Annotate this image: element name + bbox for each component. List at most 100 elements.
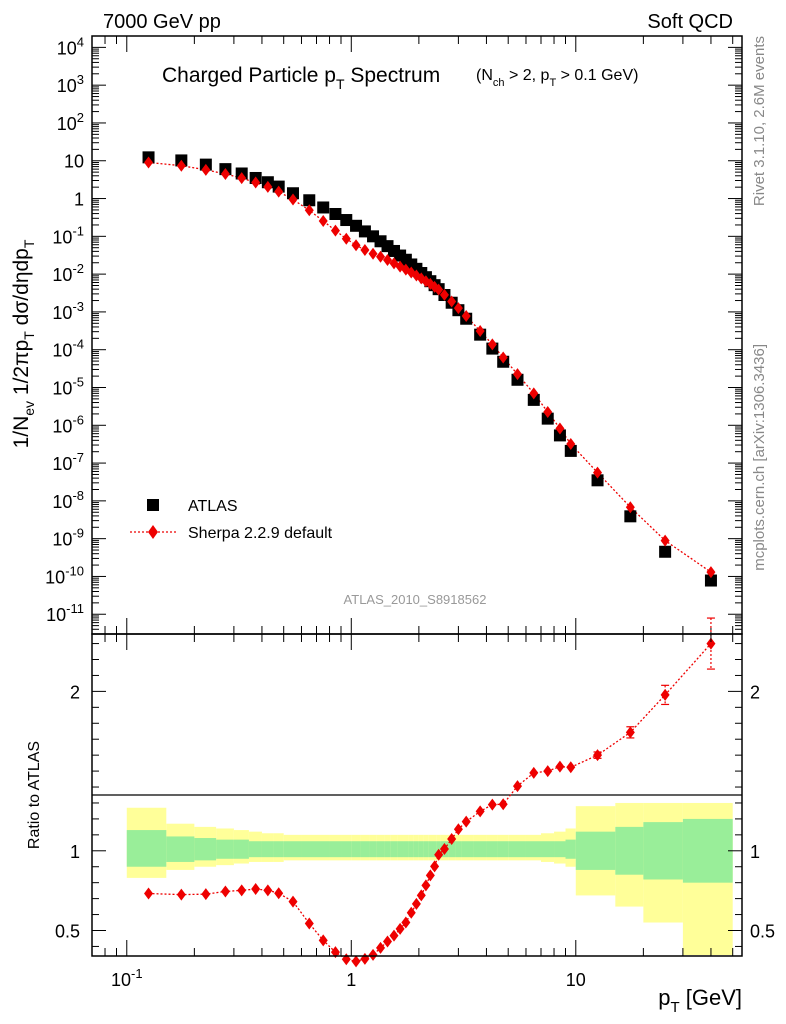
x-tick-label: 10 [566, 970, 586, 990]
ratio-point [318, 934, 328, 947]
main-y-tick-label: 10-9 [52, 526, 84, 550]
ratio-point [411, 897, 421, 910]
main-y-tick-label: 10-1 [52, 223, 84, 247]
ratio-band-inner [554, 841, 566, 858]
ratio-point [625, 726, 635, 739]
main-panel: 10410310210110-110-210-310-410-510-610-7… [10, 34, 743, 635]
sherpa-point [288, 193, 298, 206]
ratio-band-inner [413, 841, 419, 858]
main-y-tick-label: 1 [74, 190, 84, 210]
ratio-band-inner [403, 841, 409, 858]
sherpa-point [498, 351, 508, 364]
ratio-band-inner [126, 830, 167, 867]
ratio-band-inner [428, 841, 433, 858]
ratio-series-line [148, 643, 712, 963]
ratio-point [376, 941, 386, 954]
sherpa-point [434, 283, 444, 296]
ratio-point [706, 637, 716, 650]
sherpa-point [376, 250, 386, 263]
ratio-band-inner [376, 841, 385, 858]
main-y-tick-label: 10-11 [46, 601, 84, 625]
ratio-panel-frame [91, 633, 743, 957]
main-y-tick-label: 10-5 [52, 374, 84, 398]
ratio-band-inner [423, 841, 429, 858]
sherpa-point [176, 159, 186, 172]
ratio-series [144, 617, 716, 968]
ratio-point [453, 823, 463, 836]
atlas-point [340, 214, 353, 227]
ratio-y-tick-label: 0.5 [55, 921, 80, 941]
atlas-point [541, 412, 554, 425]
atlas-point [329, 207, 342, 220]
sherpa-point [660, 534, 670, 547]
ratio-band-inner [341, 841, 352, 858]
ratio-band-inner [384, 841, 391, 858]
ratio-y-tick-label-right: 1 [750, 842, 760, 862]
ratio-band-inner [329, 841, 342, 858]
x-tick-label: 10-1 [111, 966, 143, 990]
ratio-band-inner [390, 841, 398, 858]
ratio-band-inner [261, 841, 274, 858]
sherpa-point [543, 405, 553, 418]
ratio-point [461, 815, 471, 828]
ratio-y-tick-label-right: 0.5 [750, 921, 775, 941]
ratio-point [421, 879, 431, 892]
ratio-band-inner [351, 841, 361, 858]
header-left: 7000 GeV pp [103, 11, 221, 33]
main-y-tick-label: 10-2 [52, 261, 84, 285]
atlas-point [659, 545, 672, 558]
sherpa-point [220, 167, 230, 180]
ratio-point [566, 761, 576, 774]
legend-sherpa-label: Sherpa 2.2.9 default [188, 525, 333, 542]
ratio-point [237, 884, 247, 897]
ratio-band-inner [565, 839, 576, 859]
sherpa-point [274, 185, 284, 198]
main-y-tick-label: 10-10 [45, 563, 84, 587]
ratio-axis-ticks: 10-1 1 10 0.5 0.5 1 1 2 2 [55, 634, 775, 990]
ratio-band-inner [643, 822, 683, 880]
ratio-point [430, 860, 440, 873]
ratio-point [475, 805, 485, 818]
ratio-band-inner [397, 841, 404, 858]
ratio-band-inner [408, 841, 414, 858]
plot-title-cuts: (Nch > 2, pT > 0.1 GeV) [476, 67, 638, 89]
atlas-point [317, 201, 330, 214]
main-y-axis-label: 1/Nev 1/2πpT dσ/dηdpT [10, 239, 37, 448]
sherpa-point [251, 176, 261, 189]
ratio-band-inner [508, 841, 526, 858]
atlas-series [142, 151, 717, 587]
rivet-label: Rivet 3.1.10, 2.6M events [751, 36, 768, 206]
x-tick-label: 1 [346, 970, 356, 990]
ratio-band-inner [455, 841, 462, 858]
ratio-band-inner [461, 841, 474, 858]
main-axis-ticks: 10410310210110-110-210-310-410-510-610-7… [45, 34, 742, 635]
ratio-point [274, 887, 284, 900]
main-y-tick-label: 103 [57, 72, 84, 96]
ratio-point [543, 765, 553, 778]
sherpa-point [555, 422, 565, 435]
ratio-band-inner [682, 818, 733, 883]
legend-atlas-marker [147, 499, 159, 511]
atlas-point [591, 474, 604, 487]
ratio-y-tick-label-right: 2 [750, 682, 760, 702]
main-y-tick-label: 10-6 [52, 412, 84, 436]
atlas-point [564, 444, 577, 457]
sherpa-point [461, 309, 471, 322]
ratio-y-tick-label: 1 [70, 842, 80, 862]
ratio-band-inner [301, 841, 317, 858]
ratio-point [555, 760, 565, 773]
sherpa-point [318, 215, 328, 228]
ratio-band-inner [194, 838, 217, 861]
header-right: Soft QCD [647, 11, 733, 33]
ratio-point [660, 688, 670, 701]
ratio-point [512, 780, 522, 793]
analysis-label: ATLAS_2010_S8918562 [344, 592, 487, 607]
sherpa-series [144, 156, 716, 579]
mcplots-label: mcplots.cern.ch [arXiv:1306.3436] [751, 344, 768, 571]
ratio-band-inner [497, 841, 509, 858]
sherpa-point [439, 288, 449, 301]
ratio-point [288, 895, 298, 908]
main-y-tick-label: 102 [57, 110, 84, 134]
main-y-tick-label: 104 [57, 34, 84, 58]
